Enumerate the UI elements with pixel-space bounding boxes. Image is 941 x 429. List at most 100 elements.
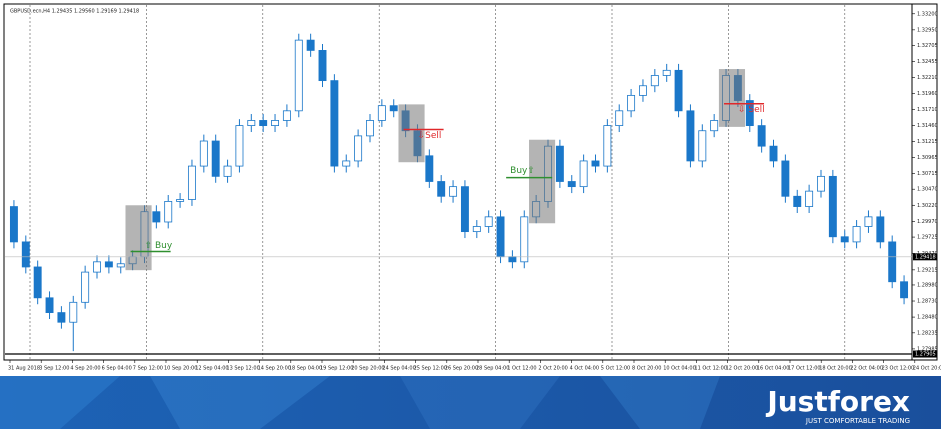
candle-body	[852, 226, 861, 243]
y-tick-label: 1.28480	[917, 315, 938, 321]
candle-body	[342, 160, 351, 167]
x-tick-label: 20 Sep 20:00	[351, 366, 384, 372]
x-tick-label: 4 Oct 04:00	[570, 366, 599, 372]
y-tick-label: 1.30470	[917, 187, 938, 193]
candle-body	[817, 175, 825, 192]
candle-body	[45, 297, 54, 313]
candle-body	[9, 206, 18, 243]
candle-body	[460, 186, 469, 233]
y-tick-label: 1.31960	[917, 91, 938, 97]
candle-body	[757, 125, 766, 147]
y-tick-label: 1.28730	[917, 299, 938, 305]
candle-body	[21, 241, 30, 268]
x-tick-label: 2 Oct 20:00	[538, 366, 567, 372]
y-tick-label: 1.30965	[917, 155, 938, 161]
candle-body	[520, 216, 529, 263]
x-tick-label: 13 Sep 12:00	[226, 366, 259, 372]
candle-body	[805, 190, 814, 207]
y-tick-label: 1.28235	[917, 330, 938, 336]
signal-label: ⇧ Buy	[145, 241, 173, 251]
candle-body	[33, 266, 42, 299]
candle-body	[104, 261, 113, 268]
candle-body	[591, 160, 600, 167]
candle-body	[603, 125, 612, 167]
candle-body	[686, 110, 695, 162]
candle-body	[354, 135, 363, 162]
x-tick-label: 8 Oct 20:00	[632, 366, 661, 372]
tagline: JUST COMFORTABLE TRADING	[805, 417, 910, 425]
y-tick-label: 1.31460	[917, 123, 938, 129]
candle-body	[164, 201, 173, 223]
candle-body	[781, 160, 790, 197]
x-tick-label: 12 Oct 20:00	[726, 366, 759, 372]
candle-body	[187, 165, 196, 200]
candle-body	[211, 140, 220, 177]
candle-body	[615, 110, 624, 126]
candle-body	[223, 165, 232, 177]
candle-body	[864, 216, 873, 227]
candle-body	[366, 120, 374, 137]
price-label-bg	[913, 350, 937, 358]
logo: Justforex	[765, 385, 910, 418]
candle-body	[650, 75, 659, 87]
x-tick-label: 5 Oct 12:00	[601, 366, 630, 372]
candle-body	[698, 130, 707, 162]
candle-body	[449, 186, 458, 197]
candle-body	[876, 216, 885, 243]
candle-body	[116, 263, 125, 268]
x-tick-label: 23 Oct 12:00	[882, 366, 915, 372]
candle-body	[793, 195, 802, 207]
candle-body	[425, 155, 434, 182]
signal-zone	[718, 69, 746, 127]
footer-shape	[600, 376, 720, 429]
y-tick-label: 1.30220	[917, 203, 938, 209]
candle-body	[662, 69, 671, 76]
x-tick-label: 1 Oct 12:00	[507, 366, 536, 372]
candle-body	[567, 181, 576, 188]
candle-body	[306, 39, 315, 51]
candle-body	[710, 120, 719, 132]
candle-body	[745, 100, 754, 126]
signal-label: ⇩ Sell	[738, 105, 765, 115]
signal-label: ⇩Sell	[418, 131, 442, 141]
candle-body	[389, 105, 398, 112]
x-tick-label: 12 Sep 04:00	[195, 366, 228, 372]
signal-zone	[125, 205, 152, 271]
candle-body	[674, 69, 683, 112]
candle-body	[888, 241, 897, 283]
candle-body	[496, 216, 505, 258]
footer-shape	[150, 376, 330, 429]
x-tick-label: 19 Sep 12:00	[320, 366, 353, 372]
y-tick-label: 1.29970	[917, 219, 938, 225]
y-tick-label: 1.29215	[917, 267, 938, 273]
candle-body	[627, 94, 636, 112]
y-tick-label: 1.32705	[917, 43, 938, 49]
candle-body	[199, 140, 208, 167]
candle-body	[555, 145, 564, 182]
y-tick-label: 1.33200	[917, 11, 938, 17]
price-label-bg	[913, 253, 937, 261]
x-tick-label: 3 Sep 12:00	[39, 366, 69, 372]
candle-body	[294, 39, 303, 112]
candle-body	[247, 120, 256, 126]
signal-zone	[398, 104, 425, 163]
x-tick-label: 25 Sep 12:00	[414, 366, 447, 372]
candle-body	[152, 211, 161, 223]
candle-body	[769, 145, 778, 162]
candle-body	[508, 256, 517, 263]
x-tick-label: 6 Sep 04:00	[102, 366, 132, 372]
candle-body	[259, 120, 268, 126]
candle-body	[437, 181, 446, 197]
x-tick-label: 17 Oct 12:00	[788, 366, 821, 372]
candle-body	[318, 50, 327, 82]
y-tick-label: 1.32455	[917, 59, 938, 65]
candle-body	[377, 105, 386, 121]
y-tick-label: 1.31710	[917, 107, 938, 113]
candle-body	[282, 110, 291, 121]
price-label: 1.29418	[915, 254, 936, 260]
price-label: 1.27905	[915, 352, 936, 358]
candle-body	[93, 261, 101, 273]
candle-body	[579, 160, 588, 188]
candle-body	[57, 312, 66, 323]
